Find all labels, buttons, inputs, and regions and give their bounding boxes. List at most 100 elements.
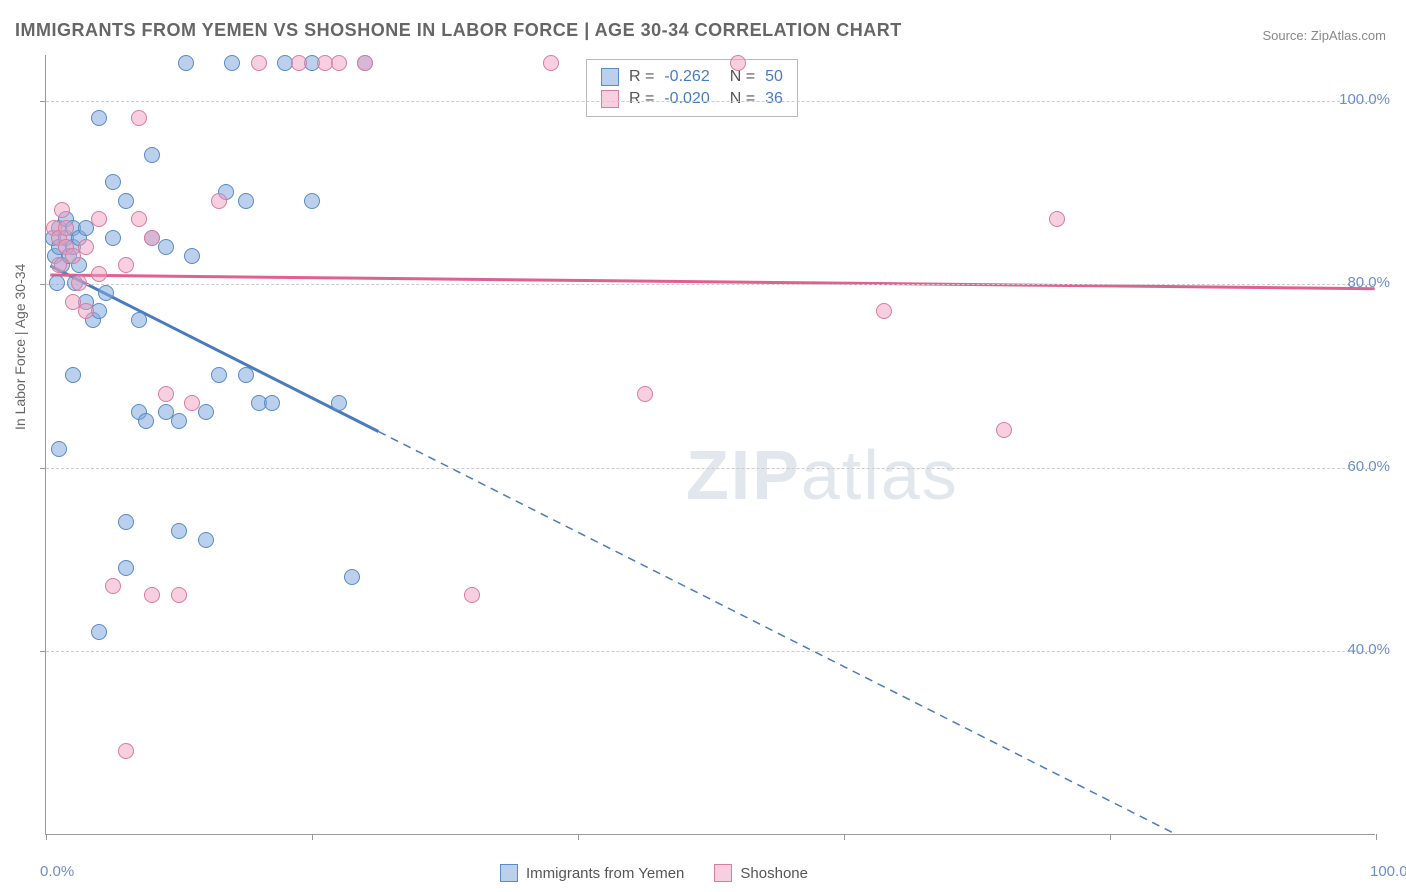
x-tick-label: 0.0%: [40, 863, 74, 880]
data-point: [344, 569, 360, 585]
data-point: [78, 303, 94, 319]
data-point: [91, 110, 107, 126]
data-point: [158, 386, 174, 402]
chart-container: IMMIGRANTS FROM YEMEN VS SHOSHONE IN LAB…: [0, 0, 1406, 892]
data-point: [49, 275, 65, 291]
data-point: [91, 624, 107, 640]
x-tick-label: 100.0%: [1370, 863, 1406, 880]
data-point: [131, 110, 147, 126]
data-point: [730, 55, 746, 71]
source-attribution: Source: ZipAtlas.com: [1262, 28, 1386, 43]
data-point: [331, 55, 347, 71]
data-point: [211, 193, 227, 209]
data-point: [118, 193, 134, 209]
data-point: [54, 202, 70, 218]
data-point: [105, 174, 121, 190]
data-point: [996, 422, 1012, 438]
y-tick-label: 40.0%: [1347, 641, 1390, 658]
bottom-legend: Immigrants from Yemen Shoshone: [500, 864, 808, 882]
source-link[interactable]: ZipAtlas.com: [1311, 28, 1386, 43]
data-point: [264, 395, 280, 411]
data-point: [144, 230, 160, 246]
legend-swatch-pink-bottom: [714, 864, 732, 882]
legend-item-2: Shoshone: [714, 864, 808, 882]
data-point: [238, 193, 254, 209]
data-point: [118, 743, 134, 759]
chart-title: IMMIGRANTS FROM YEMEN VS SHOSHONE IN LAB…: [15, 20, 902, 41]
data-point: [876, 303, 892, 319]
data-point: [91, 211, 107, 227]
data-point: [211, 367, 227, 383]
data-point: [178, 55, 194, 71]
n-label-1: N =: [730, 68, 755, 86]
data-point: [331, 395, 347, 411]
data-point: [171, 587, 187, 603]
n-value-1: 50: [765, 68, 783, 86]
data-point: [118, 560, 134, 576]
r-label-2: R =: [629, 90, 654, 108]
stats-row-2: R = -0.020 N = 36: [601, 88, 783, 110]
y-tick-label: 60.0%: [1347, 458, 1390, 475]
legend-swatch-blue-bottom: [500, 864, 518, 882]
data-point: [144, 587, 160, 603]
n-label-2: N =: [730, 90, 755, 108]
gridline-h: [46, 651, 1375, 652]
y-tick-label: 100.0%: [1339, 91, 1390, 108]
data-point: [184, 248, 200, 264]
data-point: [71, 275, 87, 291]
watermark: ZIPatlas: [686, 435, 959, 515]
data-point: [158, 239, 174, 255]
data-point: [105, 230, 121, 246]
data-point: [144, 147, 160, 163]
data-point: [238, 367, 254, 383]
n-value-2: 36: [765, 90, 783, 108]
data-point: [171, 413, 187, 429]
data-point: [637, 386, 653, 402]
data-point: [357, 55, 373, 71]
data-point: [78, 239, 94, 255]
y-tick-label: 80.0%: [1347, 274, 1390, 291]
r-label-1: R =: [629, 68, 654, 86]
stats-row-1: R = -0.262 N = 50: [601, 66, 783, 88]
data-point: [105, 578, 121, 594]
r-value-2: -0.020: [664, 90, 709, 108]
data-point: [543, 55, 559, 71]
data-point: [51, 441, 67, 457]
data-point: [251, 55, 267, 71]
data-point: [1049, 211, 1065, 227]
data-point: [131, 312, 147, 328]
plot-area: ZIPatlas R = -0.262 N = 50 R = -0.020 N …: [45, 55, 1375, 835]
legend-swatch-pink: [601, 90, 619, 108]
data-point: [171, 523, 187, 539]
legend-label-2: Shoshone: [740, 865, 808, 882]
legend-item-1: Immigrants from Yemen: [500, 864, 684, 882]
data-point: [198, 532, 214, 548]
r-value-1: -0.262: [664, 68, 709, 86]
legend-swatch-blue: [601, 68, 619, 86]
data-point: [138, 413, 154, 429]
source-prefix: Source:: [1262, 28, 1310, 43]
data-point: [58, 220, 74, 236]
data-point: [98, 285, 114, 301]
data-point: [65, 367, 81, 383]
watermark-zip: ZIP: [686, 436, 801, 514]
data-point: [91, 266, 107, 282]
data-point: [464, 587, 480, 603]
gridline-h: [46, 101, 1375, 102]
stats-legend-box: R = -0.262 N = 50 R = -0.020 N = 36: [586, 59, 798, 117]
data-point: [131, 211, 147, 227]
trend-lines: [46, 55, 1375, 834]
data-point: [118, 257, 134, 273]
y-axis-label: In Labor Force | Age 30-34: [12, 264, 28, 430]
legend-label-1: Immigrants from Yemen: [526, 865, 684, 882]
data-point: [51, 257, 67, 273]
data-point: [304, 193, 320, 209]
gridline-h: [46, 284, 1375, 285]
data-point: [118, 514, 134, 530]
watermark-atlas: atlas: [801, 436, 959, 514]
data-point: [291, 55, 307, 71]
data-point: [198, 404, 214, 420]
data-point: [224, 55, 240, 71]
data-point: [65, 294, 81, 310]
data-point: [184, 395, 200, 411]
